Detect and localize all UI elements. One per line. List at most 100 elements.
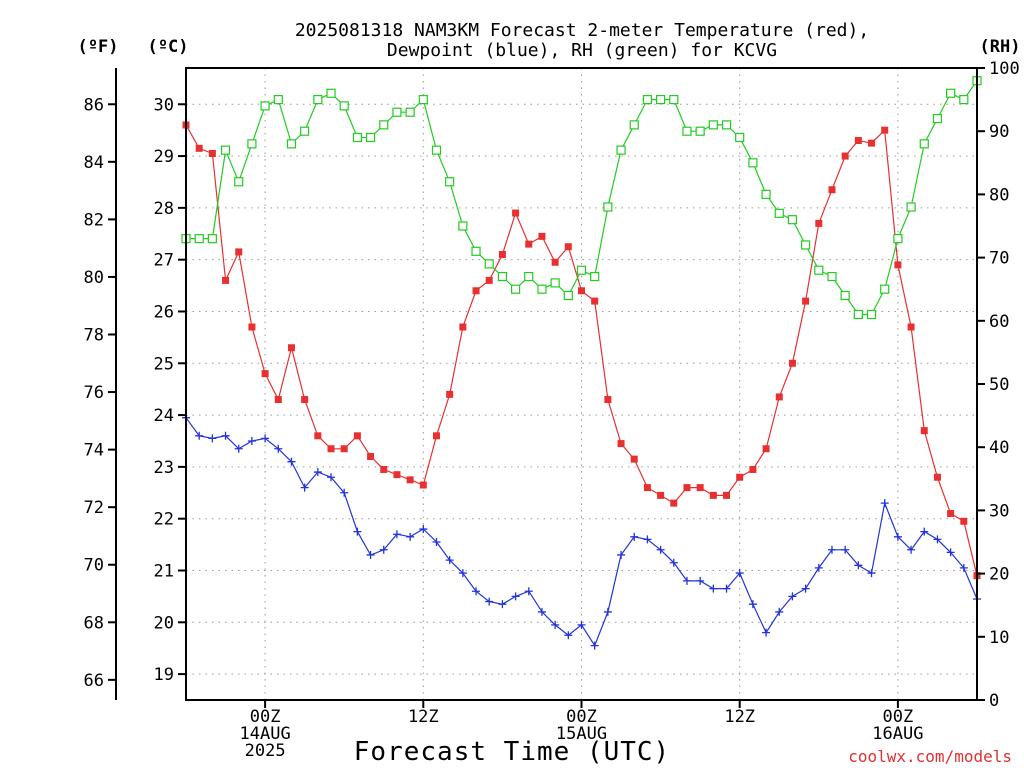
data-point <box>524 271 534 282</box>
data-point <box>220 145 231 155</box>
rh-tick-label: 0 <box>989 691 999 711</box>
data-point <box>537 607 546 616</box>
labels: 2025081318 NAM3KM Forecast 2-meter Tempe… <box>78 20 1021 767</box>
data-point <box>405 107 415 117</box>
data-point <box>723 491 731 499</box>
rh-tick-label: 80 <box>989 185 1009 205</box>
data-point <box>603 202 613 212</box>
data-point <box>762 628 771 637</box>
data-point <box>339 101 349 111</box>
series-rh <box>181 76 982 320</box>
series-layer <box>181 76 982 650</box>
data-point <box>841 152 849 160</box>
data-point <box>300 126 310 136</box>
rh-tick-label: 40 <box>989 438 1009 458</box>
data-point <box>868 139 876 147</box>
data-point <box>708 120 718 130</box>
rh-unit-label: (RH) <box>980 37 1021 57</box>
celsius-tick-label: 25 <box>154 354 174 374</box>
data-point <box>418 94 428 105</box>
fahrenheit-tick-label: 76 <box>84 383 104 403</box>
data-point <box>683 484 691 492</box>
data-point <box>906 202 916 212</box>
x-axis-title: Forecast Time (UTC) <box>354 737 670 767</box>
data-point <box>866 309 877 320</box>
fahrenheit-tick-label: 66 <box>84 671 104 691</box>
data-point <box>749 465 757 473</box>
data-point <box>367 453 375 461</box>
data-point <box>590 271 600 282</box>
data-point <box>287 344 295 352</box>
data-point <box>380 465 388 473</box>
x-tick-label: 12Z <box>408 707 439 727</box>
data-point <box>537 284 547 294</box>
x-tick-label: 14AUG <box>240 724 291 744</box>
data-point <box>696 484 704 492</box>
x-tick-label: 00Z <box>250 707 281 727</box>
data-point <box>431 145 442 155</box>
fahrenheit-tick-label: 68 <box>84 613 104 633</box>
data-point <box>577 620 586 629</box>
data-point <box>524 587 533 596</box>
data-point <box>959 94 969 105</box>
data-point <box>919 139 929 149</box>
data-point <box>893 532 902 541</box>
rh-tick-label: 30 <box>989 501 1009 521</box>
series-line <box>186 80 978 316</box>
data-point <box>630 455 638 463</box>
data-point <box>485 276 493 284</box>
data-point <box>642 94 653 105</box>
data-point <box>774 208 784 218</box>
data-point <box>406 476 414 484</box>
data-point <box>195 431 204 440</box>
data-point <box>761 189 771 199</box>
data-point <box>670 499 678 507</box>
data-point <box>274 444 283 453</box>
x-tick-label: 00Z <box>566 707 597 727</box>
data-point <box>946 88 956 98</box>
data-point <box>630 532 639 541</box>
fahrenheit-tick-label: 82 <box>84 210 104 230</box>
data-point <box>366 550 375 559</box>
rh-tick-label: 50 <box>989 375 1009 395</box>
data-point <box>446 390 454 398</box>
data-point <box>907 545 916 554</box>
x-tick-label: 00Z <box>883 707 914 727</box>
data-point <box>604 396 612 404</box>
data-point <box>932 113 943 124</box>
rh-tick-label: 60 <box>989 312 1009 332</box>
gridlines <box>186 68 977 700</box>
data-point <box>235 248 243 256</box>
data-point <box>894 261 902 269</box>
data-point <box>432 538 441 546</box>
data-point <box>472 587 481 596</box>
fahrenheit-tick-label: 72 <box>84 498 104 518</box>
data-point <box>221 431 230 440</box>
data-point <box>353 432 361 440</box>
data-point <box>748 158 758 168</box>
data-point <box>735 569 744 578</box>
data-point <box>550 278 560 288</box>
chart-title-line-2: Dewpoint (blue), RH (green) for KCVG <box>387 40 777 61</box>
data-point <box>695 126 705 136</box>
data-point <box>313 468 322 477</box>
data-point <box>340 488 349 497</box>
data-point <box>643 484 651 492</box>
data-point <box>657 491 665 499</box>
data-point <box>959 563 968 572</box>
data-point <box>498 600 507 609</box>
plot-frame <box>185 67 978 701</box>
data-point <box>326 88 336 98</box>
data-point <box>841 545 850 554</box>
x-tick-label: 16AUG <box>872 724 923 744</box>
data-point <box>669 558 678 567</box>
data-point <box>248 323 256 331</box>
data-point <box>616 145 626 155</box>
data-point <box>563 290 573 301</box>
data-point <box>406 532 415 541</box>
data-point <box>222 276 230 284</box>
celsius-tick-label: 26 <box>154 302 174 322</box>
data-point <box>195 144 203 152</box>
celsius-tick-label: 30 <box>154 95 174 115</box>
